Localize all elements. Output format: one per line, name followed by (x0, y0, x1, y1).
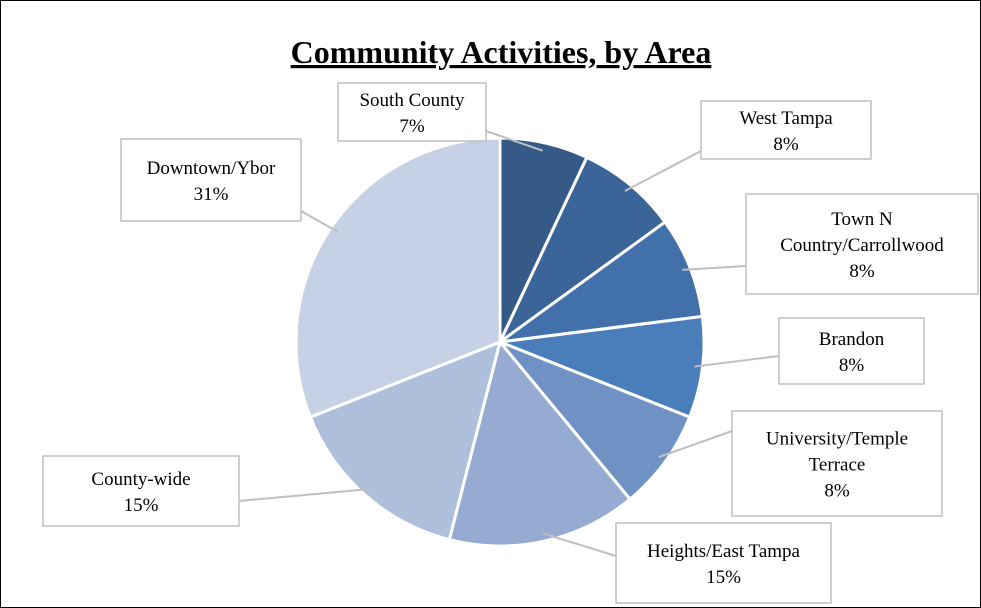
data-label-box (778, 317, 925, 385)
leader-line (682, 265, 747, 271)
pie-slice (499, 314, 706, 420)
leader-line (485, 130, 544, 152)
pie-slice (499, 219, 705, 344)
pie-slice (447, 338, 633, 548)
data-label-box (337, 82, 487, 142)
slice-percent-label: 8% (773, 134, 799, 155)
data-label-box (120, 138, 302, 222)
leader-line (542, 532, 617, 557)
slice-category-label: County-wide (91, 469, 190, 490)
pie-slice (308, 339, 503, 542)
leader-line (238, 488, 371, 502)
slice-percent-label: 8% (824, 481, 850, 502)
data-label-callouts: South County 7% West Tampa 8% Town N Country/… (42, 82, 979, 604)
pie-slice (498, 340, 692, 502)
data-label-box (745, 193, 979, 295)
slice-percent-label: 15% (706, 567, 741, 588)
leader-line (624, 150, 702, 192)
slice-category-label: West Tampa (739, 108, 833, 129)
leader-line (300, 210, 339, 233)
data-label-box (615, 522, 832, 604)
slice-category-label: University/Temple (766, 429, 908, 450)
slice-percent-label: 8% (849, 261, 875, 282)
data-label-box (700, 100, 872, 160)
slice-category-label: Country/Carrollwood (780, 235, 944, 256)
slice-category-label: Terrace (809, 455, 866, 476)
slice-category-label: Brandon (819, 329, 885, 350)
slice-category-label: Heights/East Tampa (647, 541, 800, 562)
pie-slice (498, 155, 668, 344)
slice-category-label: Downtown/Ybor (147, 158, 276, 179)
chart-title: Community Activities, by Area (291, 34, 712, 70)
data-label-box (42, 455, 240, 527)
slice-percent-label: 7% (399, 116, 425, 137)
slice-percent-label: 15% (124, 495, 159, 516)
slice-percent-label: 31% (194, 184, 229, 205)
slice-category-label: South County (359, 90, 465, 111)
leader-line (694, 355, 780, 368)
data-label-box (731, 410, 943, 517)
pie-slices (294, 136, 706, 548)
slice-percent-label: 8% (839, 355, 865, 376)
leader-line (658, 430, 733, 459)
slice-category-label: Town N (831, 209, 893, 230)
